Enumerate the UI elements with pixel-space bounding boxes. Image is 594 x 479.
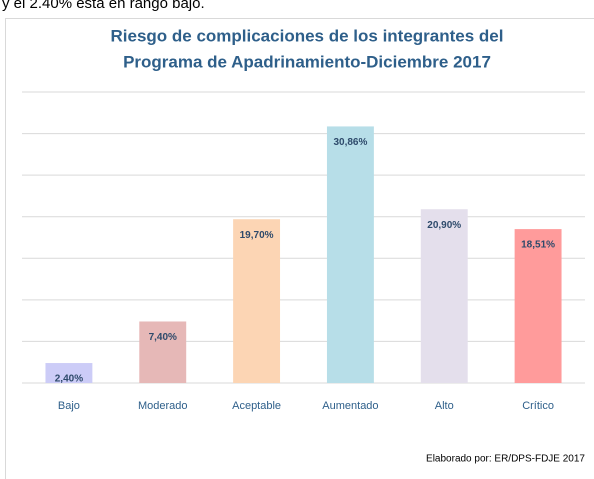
- x-tick-label: Aceptable: [232, 400, 281, 412]
- data-label: 2,40%: [55, 374, 83, 385]
- chart-title: Riesgo de complicaciones de los integran…: [110, 26, 503, 45]
- data-label: 7,40%: [149, 332, 177, 343]
- data-label: 18,51%: [521, 240, 555, 251]
- bar: [326, 126, 374, 383]
- bar: [233, 219, 281, 383]
- x-tick-label: Bajo: [58, 400, 80, 412]
- bar: [514, 229, 562, 383]
- x-tick-label: Alto: [435, 400, 454, 412]
- x-tick-label: Aumentado: [322, 400, 378, 412]
- x-tick-label: Moderado: [138, 400, 188, 412]
- x-tick-label: Crítico: [522, 400, 554, 412]
- bar: [45, 363, 93, 383]
- bar: [420, 209, 468, 383]
- data-label: 30,86%: [333, 137, 367, 148]
- data-label: 19,70%: [240, 230, 274, 241]
- header-text: y el 2.40% está en rango bajo.: [2, 0, 205, 12]
- chart-title: Programa de Apadrinamiento-Diciembre 201…: [123, 52, 491, 71]
- footnote: Elaborado por: ER/DPS-FDJE 2017: [426, 454, 585, 465]
- chart-frame: [5, 18, 594, 479]
- bar: [139, 321, 187, 383]
- data-label: 20,90%: [427, 220, 461, 231]
